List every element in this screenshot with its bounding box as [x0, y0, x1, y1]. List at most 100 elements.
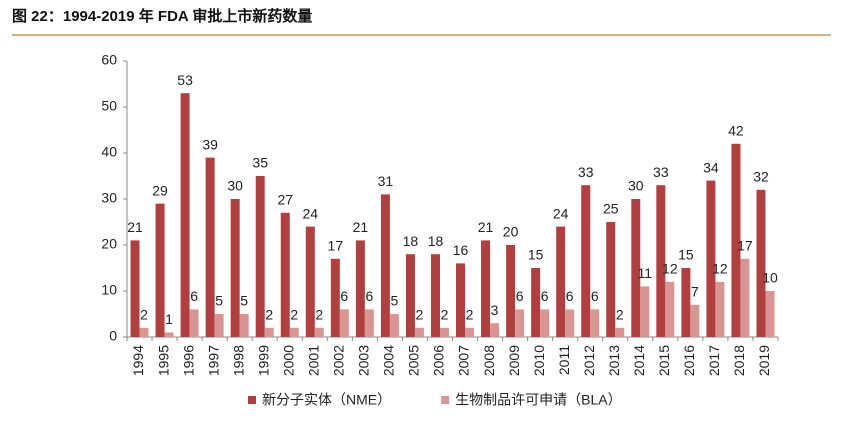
bar [364, 309, 374, 337]
x-tick-label: 1994 [130, 345, 146, 376]
bar [615, 327, 625, 337]
x-tick-label: 2009 [506, 345, 522, 376]
bar [414, 327, 424, 337]
bar [430, 254, 440, 337]
value-label: 2 [441, 307, 449, 323]
bar [715, 281, 725, 337]
value-label: 6 [190, 288, 198, 304]
x-tick-label: 2006 [431, 345, 447, 376]
value-label: 18 [428, 233, 444, 249]
value-label: 21 [353, 219, 369, 235]
x-tick-label: 2017 [706, 345, 722, 376]
value-label: 27 [277, 192, 293, 208]
bar [590, 309, 600, 337]
value-label: 6 [365, 288, 373, 304]
bar [490, 323, 500, 337]
value-label: 2 [416, 307, 424, 323]
y-tick-label: 20 [101, 236, 117, 252]
y-tick-label: 30 [101, 190, 117, 206]
bar [214, 314, 224, 337]
y-tick-label: 0 [109, 328, 117, 344]
chart-title: 图 22：1994-2019 年 FDA 审批上市新药数量 [12, 7, 312, 25]
value-label: 35 [252, 155, 268, 171]
bar [355, 240, 365, 337]
value-label: 6 [340, 288, 348, 304]
x-tick-label: 2011 [556, 345, 572, 375]
value-label: 7 [691, 284, 699, 300]
y-tick-label: 40 [101, 144, 117, 160]
bar [389, 314, 399, 337]
bar [481, 240, 491, 337]
value-label: 30 [227, 178, 243, 194]
x-tick-label: 2016 [681, 345, 697, 376]
value-label: 6 [566, 288, 574, 304]
value-label: 5 [391, 293, 399, 309]
bar [531, 268, 541, 337]
x-tick-label: 1998 [230, 345, 246, 376]
bar [305, 226, 315, 337]
bar [405, 254, 415, 337]
bar [731, 143, 741, 337]
value-label: 15 [528, 247, 544, 263]
value-label: 25 [603, 201, 619, 217]
x-tick-label: 2012 [581, 345, 597, 376]
x-tick-label: 2010 [531, 345, 547, 376]
bar [665, 281, 675, 337]
bar [681, 268, 691, 337]
bar [606, 222, 616, 337]
value-label: 21 [478, 219, 494, 235]
bar [631, 199, 641, 337]
value-label: 32 [753, 169, 769, 185]
bar [330, 258, 340, 337]
value-label: 2 [315, 307, 323, 323]
bar [130, 240, 140, 337]
y-tick-label: 60 [101, 52, 117, 68]
x-tick-label: 1997 [205, 345, 221, 376]
value-label: 20 [503, 224, 519, 240]
value-label: 5 [215, 293, 223, 309]
value-label: 21 [127, 219, 143, 235]
value-label: 17 [328, 238, 344, 254]
bar [740, 258, 750, 337]
x-tick-label: 2007 [456, 345, 472, 376]
x-tick-label: 2015 [656, 345, 672, 376]
bar [155, 203, 165, 337]
bar [380, 194, 390, 337]
legend-swatch [441, 396, 450, 404]
value-label: 33 [653, 164, 669, 180]
x-tick-label: 2005 [406, 345, 422, 376]
legend-label: 新分子实体（NME） [262, 392, 391, 408]
y-tick-label: 50 [101, 98, 117, 114]
x-tick-label: 2013 [606, 345, 622, 376]
bar [565, 309, 575, 337]
value-label: 1 [165, 311, 173, 327]
bar [556, 226, 566, 337]
value-label: 17 [737, 238, 753, 254]
x-tick-label: 2019 [756, 345, 772, 376]
value-label: 2 [140, 307, 148, 323]
bar [439, 327, 449, 337]
bar [239, 314, 249, 337]
legend-label: 生物制品许可申请（BLA） [455, 392, 621, 408]
bar [540, 309, 550, 337]
bar [515, 309, 525, 337]
bar [139, 327, 149, 337]
value-label: 30 [628, 178, 644, 194]
bar [230, 199, 240, 337]
value-label: 5 [240, 293, 248, 309]
bar [456, 263, 466, 337]
x-tick-label: 1995 [155, 345, 171, 376]
bar [656, 185, 666, 337]
x-tick-label: 1996 [180, 345, 196, 376]
bar [765, 291, 775, 337]
value-label: 53 [177, 72, 193, 88]
value-label: 24 [553, 205, 569, 221]
x-tick-label: 2014 [631, 345, 647, 376]
value-label: 2 [616, 307, 624, 323]
value-label: 33 [578, 164, 594, 180]
y-tick-label: 10 [101, 282, 117, 298]
bar [264, 327, 274, 337]
x-tick-label: 2008 [481, 345, 497, 376]
